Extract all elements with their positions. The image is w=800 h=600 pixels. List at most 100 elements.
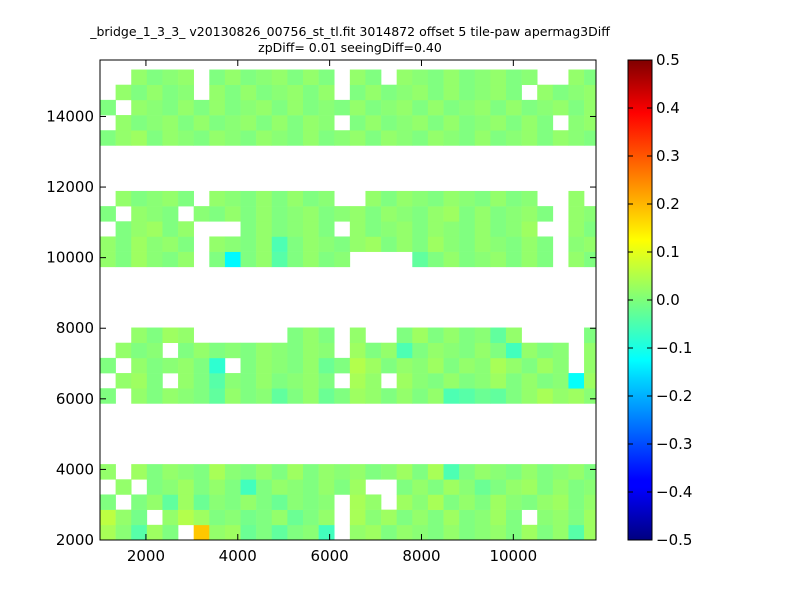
heatmap-cell [537, 206, 554, 222]
heatmap-cell [427, 494, 444, 510]
heatmap-cell [537, 509, 554, 526]
heatmap-cell [131, 494, 148, 510]
heatmap-cell [412, 464, 429, 480]
heatmap-cell [584, 479, 597, 495]
heatmap-cell [349, 206, 366, 222]
heatmap-cell [427, 342, 444, 359]
heatmap-cell [584, 342, 597, 359]
heatmap-cell [427, 373, 444, 389]
heatmap-cell [459, 342, 476, 359]
heatmap-cell [302, 373, 319, 389]
heatmap-cell [209, 130, 226, 146]
heatmap-cell [256, 251, 273, 268]
heatmap-cell [209, 494, 226, 510]
heatmap-cell [146, 464, 163, 480]
heatmap-cell [178, 99, 194, 116]
heatmap-cell [146, 221, 163, 237]
heatmap-cell [178, 388, 194, 404]
heatmap-cell [318, 388, 335, 404]
heatmap-cell [490, 130, 507, 146]
heatmap-cell [396, 236, 413, 252]
heatmap-cell [256, 509, 273, 526]
heatmap-cell [193, 130, 210, 146]
heatmap-cell [505, 251, 522, 268]
heatmap-cell [365, 357, 382, 374]
heatmap-cell [474, 206, 491, 222]
heatmap-cell [209, 357, 226, 374]
heatmap-cell [209, 84, 226, 101]
heatmap-cell [490, 479, 507, 495]
y-tick-label: 4000 [56, 460, 94, 478]
heatmap-cell [474, 524, 491, 541]
heatmap-cell [209, 388, 226, 404]
heatmap-cell [443, 130, 460, 146]
heatmap-cell [287, 221, 304, 237]
heatmap-cell [412, 99, 429, 116]
heatmap-cell [474, 251, 491, 268]
heatmap-cell [224, 251, 241, 268]
heatmap-cell [396, 357, 413, 374]
y-axis: 2000 4000 6000 8000 10000 12000 14000 [46, 107, 596, 549]
heatmap-cell [115, 524, 132, 541]
heatmap-cell [256, 494, 273, 510]
heatmap-cell [302, 464, 319, 480]
heatmap-cell [302, 524, 319, 541]
heatmap-cell [256, 99, 273, 116]
heatmap-cell [302, 251, 319, 268]
heatmap-cell [537, 388, 554, 404]
heatmap-cell [162, 190, 179, 207]
heatmap-cell [131, 221, 148, 237]
heatmap-cell [552, 464, 569, 480]
heatmap-cell [224, 479, 241, 495]
y-tick-label: 14000 [46, 107, 94, 125]
heatmap-cell [271, 388, 288, 404]
heatmap-cell [287, 494, 304, 510]
heatmap-cell [131, 357, 148, 374]
heatmap-cell [271, 69, 288, 86]
heatmap-cell [334, 206, 351, 222]
heatmap-cell [240, 69, 257, 86]
heatmap-cell [318, 509, 335, 526]
heatmap-cell [256, 190, 273, 207]
heatmap-cell [287, 479, 304, 495]
heatmap-cell [193, 99, 210, 116]
heatmap-cell [287, 206, 304, 222]
heatmap-cell [115, 115, 132, 131]
heatmap-cell [459, 464, 476, 480]
heatmap-cell [334, 130, 351, 146]
heatmap-cell [521, 251, 538, 268]
heatmap-cell [240, 84, 257, 101]
heatmap-cell [178, 357, 194, 374]
heatmap-cell [505, 115, 522, 131]
x-tick-label: 2000 [127, 547, 165, 565]
heatmap-cell [490, 236, 507, 252]
heatmap-cell [271, 190, 288, 207]
heatmap-cell [146, 357, 163, 374]
heatmap-cell [256, 130, 273, 146]
heatmap-cell [474, 327, 491, 344]
heatmap-cell [474, 115, 491, 131]
heatmap-cell [490, 69, 507, 86]
heatmap-cell [568, 479, 585, 495]
heatmap-cell [256, 357, 273, 374]
heatmap-cell [365, 388, 382, 404]
heatmap-cell [193, 206, 210, 222]
heatmap-cell [287, 236, 304, 252]
heatmap-cell [334, 99, 351, 116]
heatmap-cell [568, 221, 585, 237]
heatmap-cell [521, 524, 538, 541]
heatmap-cell [568, 190, 585, 207]
heatmap-cell [443, 357, 460, 374]
heatmap-cell [412, 494, 429, 510]
heatmap-cell [271, 115, 288, 131]
heatmap-cell [318, 479, 335, 495]
heatmap-cell [568, 524, 585, 541]
colorbar-tick-label: 0.5 [656, 51, 680, 69]
heatmap-cell [412, 115, 429, 131]
heatmap-cell [584, 236, 597, 252]
heatmap-cell [146, 327, 163, 344]
heatmap-cell [443, 84, 460, 101]
heatmap-cell [240, 130, 257, 146]
heatmap-cell [459, 190, 476, 207]
heatmap-cell [474, 99, 491, 116]
